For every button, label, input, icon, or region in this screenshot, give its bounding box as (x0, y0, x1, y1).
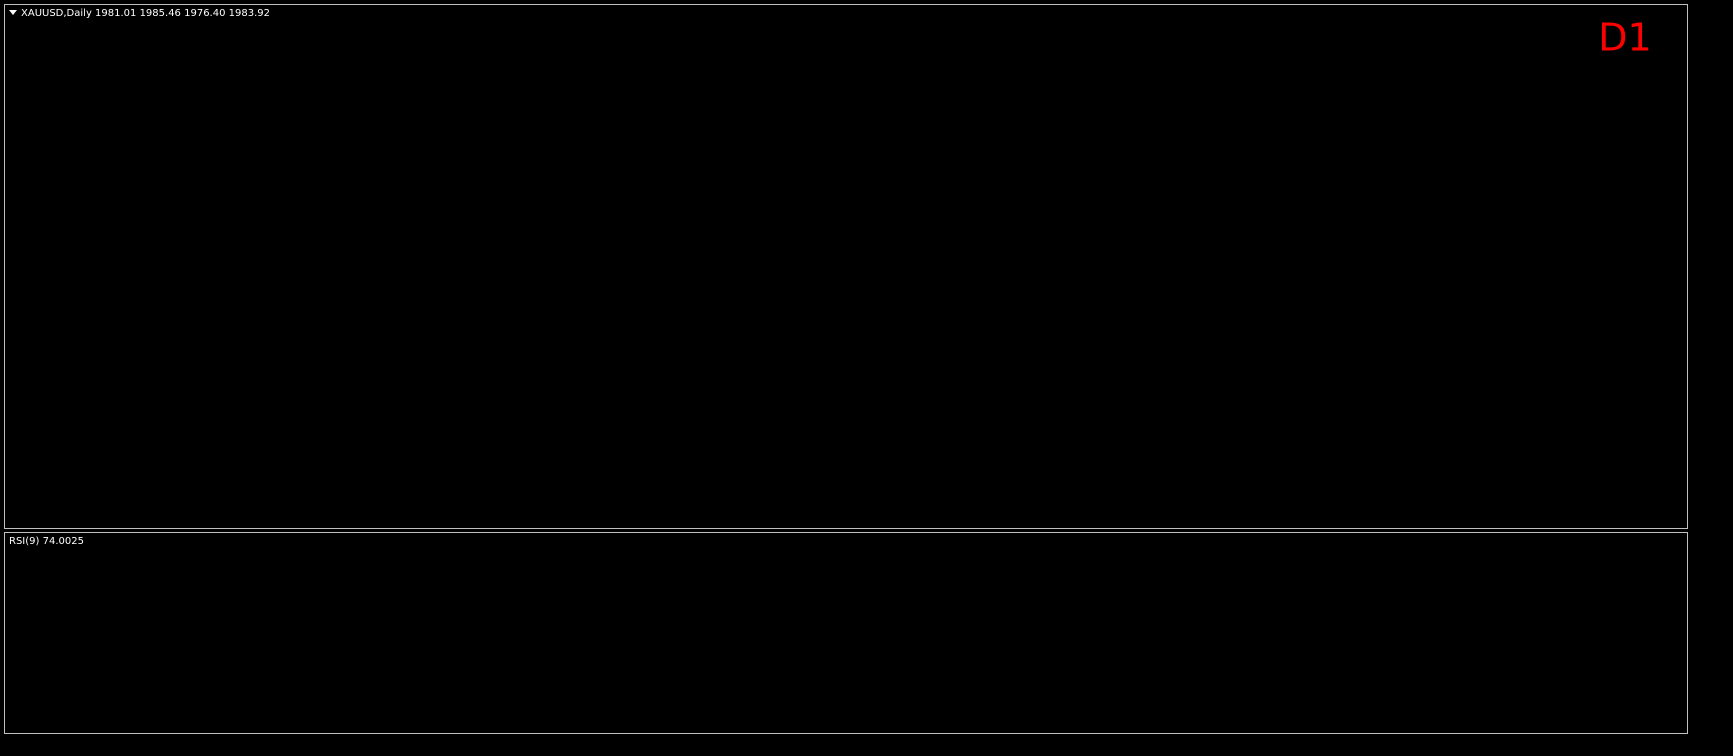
symbol-header: XAUUSD,Daily 1981.01 1985.46 1976.40 198… (21, 8, 270, 19)
rsi-title: RSI(9) 74.0025 (9, 536, 84, 547)
menu-arrow[interactable] (9, 10, 17, 15)
rsi-panel (4, 532, 1688, 734)
timeframe-label: D1 (1598, 16, 1651, 60)
main-panel (4, 4, 1688, 529)
